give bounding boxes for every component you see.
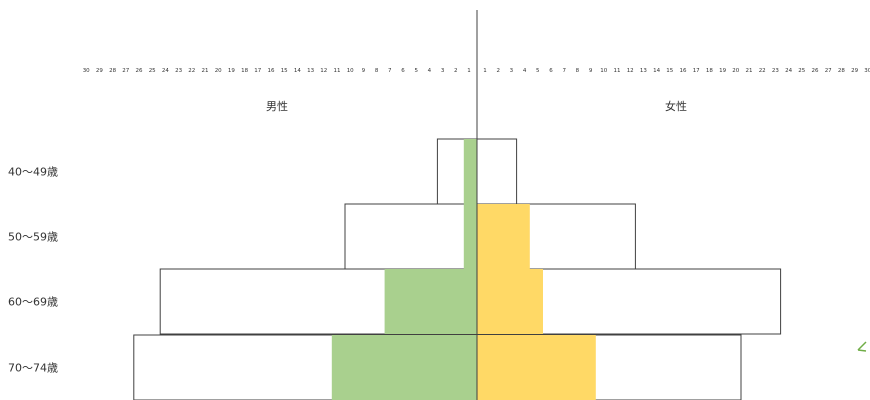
x-tick-label: 24 (785, 68, 792, 74)
x-tick-label: 29 (96, 68, 103, 74)
x-tick-label: 30 (864, 68, 870, 74)
x-tick-label: 19 (719, 68, 726, 74)
x-tick-label: 15 (666, 68, 673, 74)
x-tick-label: 14 (653, 68, 660, 74)
x-tick-label: 11 (614, 68, 621, 74)
x-tick-label: 22 (188, 68, 195, 74)
x-tick-label: 13 (307, 68, 314, 74)
x-tick-label: 16 (680, 68, 687, 74)
x-tick-label: 5 (414, 68, 418, 74)
x-tick-label: 9 (589, 68, 593, 74)
left-filled-bar (331, 335, 477, 400)
x-tick-label: 10 (347, 68, 354, 74)
bars (133, 138, 782, 400)
x-tick-label: 7 (562, 68, 566, 74)
x-tick-label: 11 (334, 68, 341, 74)
decorative-arrow-icon (857, 341, 867, 352)
category-labels: 40～49歳 50～59歳 60～69歳 70～74歳 (8, 166, 58, 375)
x-tick-label: 16 (268, 68, 275, 74)
x-tick-label: 12 (627, 68, 634, 74)
x-tick-label: 30 (83, 68, 90, 74)
x-tick-label: 23 (772, 68, 779, 74)
x-tick-label: 17 (693, 68, 700, 74)
x-tick-label: 25 (149, 68, 156, 74)
x-tick-label: 7 (388, 68, 392, 74)
x-tick-label: 3 (510, 68, 514, 74)
left-filled-bar (384, 269, 477, 334)
x-tick-label: 8 (375, 68, 379, 74)
x-tick-label: 25 (798, 68, 805, 74)
left-filled-bar (463, 204, 477, 269)
x-tick-label: 15 (281, 68, 288, 74)
x-tick-label: 23 (175, 68, 182, 74)
x-tick-label: 14 (294, 68, 301, 74)
x-tick-label: 29 (851, 68, 858, 74)
left-filled-bar (463, 139, 477, 204)
x-tick-label: 4 (523, 68, 527, 74)
x-tick-label: 22 (759, 68, 766, 74)
right-total-bar (476, 138, 518, 205)
x-tick-label: 18 (241, 68, 248, 74)
left-total-bar (344, 203, 478, 270)
x-tick-label: 20 (215, 68, 222, 74)
right-filled-bar (477, 204, 530, 269)
x-tick-label: 1 (483, 68, 487, 74)
x-tick-label: 2 (496, 68, 500, 74)
x-tick-label: 24 (162, 68, 169, 74)
x-tick-label: 1 (467, 68, 471, 74)
x-tick-label: 27 (825, 68, 832, 74)
category-label: 40～49歳 (8, 166, 58, 179)
left-side-label: 男性 (266, 99, 288, 113)
right-side-label: 女性 (665, 99, 687, 113)
x-tick-label: 18 (706, 68, 713, 74)
x-tick-label: 12 (320, 68, 327, 74)
x-tick-label: 17 (254, 68, 261, 74)
category-label: 70～74歳 (8, 362, 58, 375)
x-tick-label: 20 (732, 68, 739, 74)
x-tick-label: 28 (838, 68, 845, 74)
x-tick-label: 21 (746, 68, 753, 74)
right-filled-bar (477, 269, 543, 334)
x-tick-label: 4 (428, 68, 432, 74)
x-tick-label: 6 (549, 68, 553, 74)
x-tick-labels: 30 29 28 27 26 25 24 23 22 21 20 19 18 17 16 15 14 13 12 11… (83, 68, 870, 74)
x-tick-label: 28 (109, 68, 116, 74)
x-tick-label: 27 (122, 68, 129, 74)
right-filled-bar (477, 335, 596, 400)
x-tick-label: 19 (228, 68, 235, 74)
x-tick-label: 8 (576, 68, 580, 74)
x-tick-label: 26 (812, 68, 819, 74)
category-label: 60～69歳 (8, 296, 58, 309)
x-tick-label: 3 (441, 68, 445, 74)
x-tick-label: 26 (136, 68, 143, 74)
x-tick-label: 6 (401, 68, 405, 74)
x-tick-label: 2 (454, 68, 458, 74)
x-tick-label: 21 (202, 68, 209, 74)
x-tick-label: 5 (536, 68, 540, 74)
x-tick-label: 9 (362, 68, 366, 74)
category-label: 50～59歳 (8, 231, 58, 244)
x-tick-label: 13 (640, 68, 647, 74)
x-tick-label: 10 (600, 68, 607, 74)
